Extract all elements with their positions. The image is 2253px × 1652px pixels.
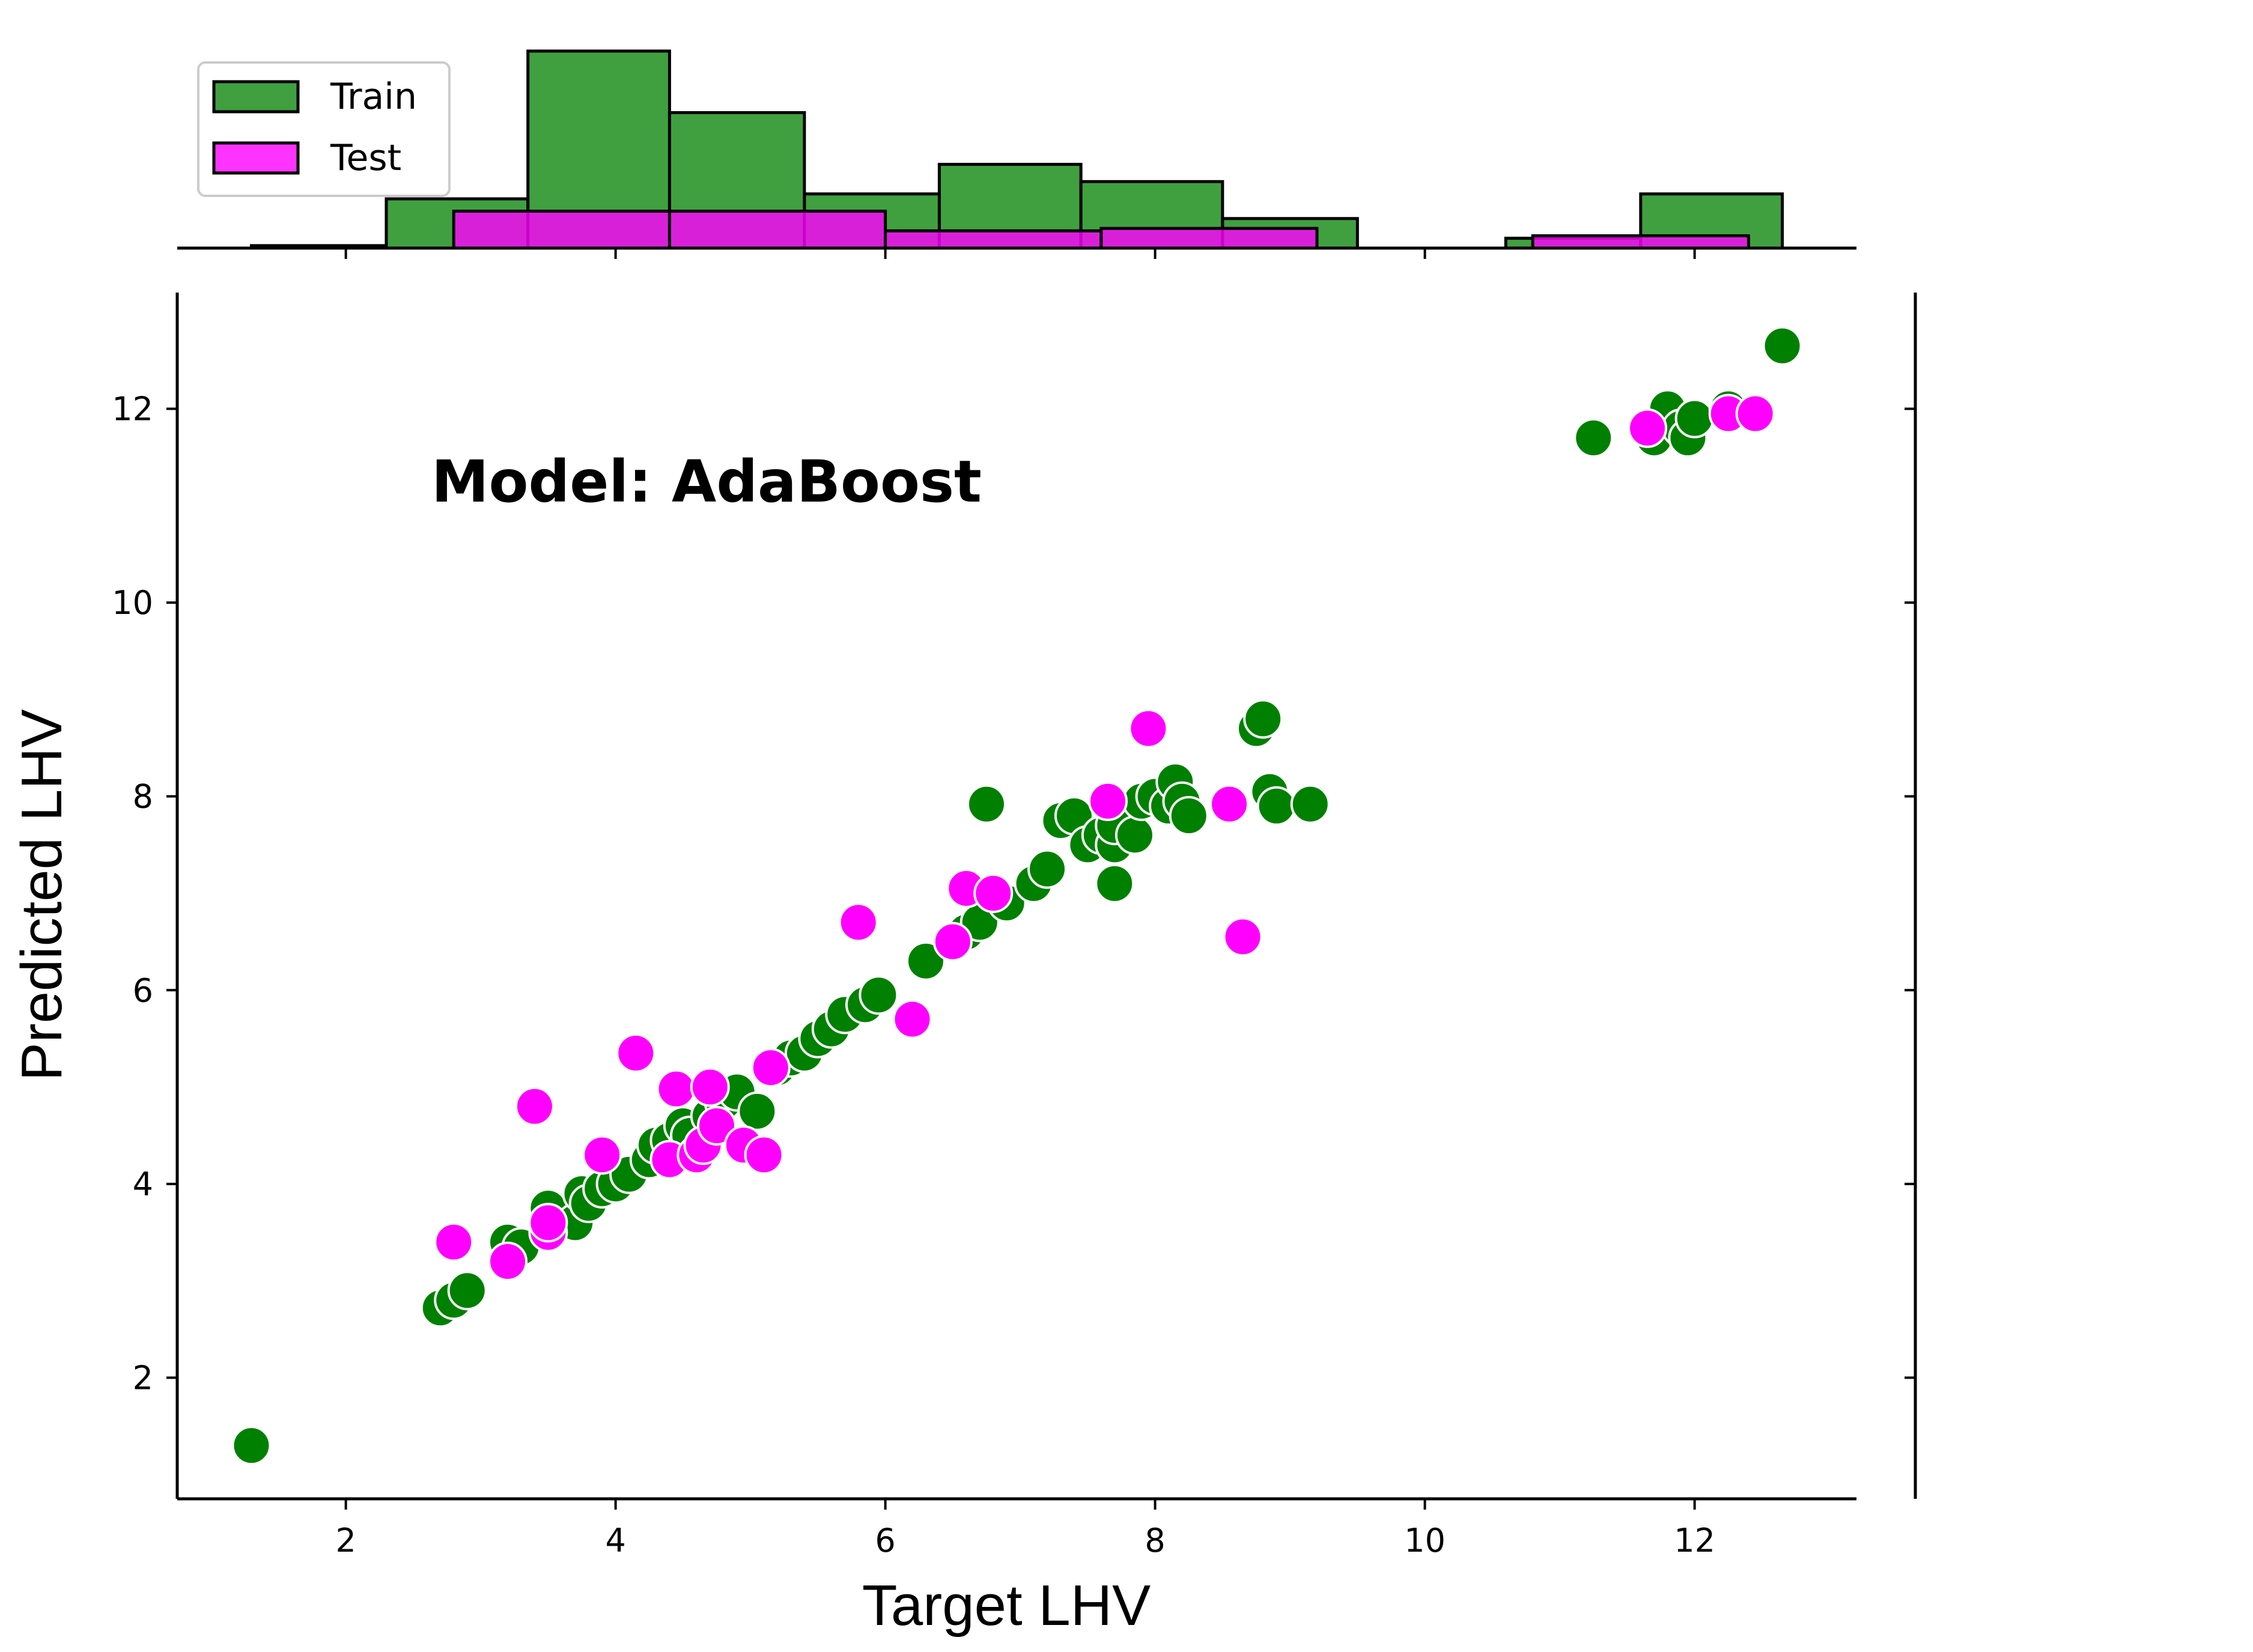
test-bin-3 — [1099, 226, 1319, 250]
train-point-22 — [737, 1091, 777, 1131]
y-tick-label-0: 2 — [133, 1359, 153, 1397]
series-test — [434, 393, 1775, 1281]
model-annotation: Model: AdaBoost — [431, 448, 982, 515]
test-point-20 — [973, 873, 1014, 913]
train-point-36 — [966, 784, 1006, 824]
test-point-24 — [1223, 917, 1263, 957]
test-point-0 — [434, 1222, 474, 1262]
test-point-21 — [1088, 781, 1128, 821]
y-tick-label-4: 10 — [112, 584, 153, 622]
test-point-6 — [616, 1033, 656, 1073]
test-bin-1 — [667, 210, 887, 250]
test-point-11 — [690, 1067, 730, 1107]
legend: Train Test — [197, 61, 451, 197]
test-point-1 — [488, 1241, 528, 1281]
test-point-18 — [932, 922, 973, 962]
test-point-14 — [744, 1135, 784, 1175]
train-point-46 — [1114, 815, 1155, 855]
test-point-22 — [1128, 708, 1169, 749]
train-point-0 — [231, 1426, 272, 1466]
test-point-17 — [892, 999, 932, 1039]
test-point-4 — [528, 1203, 568, 1243]
y-axis-title: Predicted LHV — [10, 709, 74, 1081]
y-tick-label-2: 6 — [133, 971, 153, 1009]
hist-test — [452, 210, 1750, 250]
legend-label-test: Test — [330, 137, 401, 179]
test-bin-0 — [452, 210, 671, 250]
y-tick-label-5: 12 — [112, 390, 153, 428]
test-point-23 — [1209, 784, 1250, 824]
x-tick-label-0: 2 — [335, 1522, 356, 1559]
x-tick-label-2: 6 — [875, 1522, 895, 1559]
scatter-panel: 2 4 6 8 10 12 2 4 6 8 10 12 — [112, 293, 1917, 1559]
train-point-63 — [1674, 398, 1715, 439]
y-tick-label-1: 4 — [133, 1165, 153, 1203]
x-tick-label-1: 4 — [605, 1522, 625, 1559]
test-bin-2 — [884, 229, 1103, 250]
test-bin-5 — [1531, 234, 1750, 250]
train-point-58 — [1573, 418, 1614, 458]
legend-label-train: Train — [330, 76, 417, 118]
test-point-27 — [1735, 393, 1775, 434]
train-point-31 — [905, 941, 946, 981]
train-point-52 — [1169, 795, 1209, 836]
marginal-histogram — [177, 49, 1856, 259]
test-point-5 — [582, 1135, 622, 1175]
train-point-65 — [1762, 326, 1802, 366]
y-tick-label-3: 8 — [133, 778, 153, 816]
test-point-15 — [750, 1048, 791, 1088]
legend-swatch-train — [212, 80, 300, 114]
x-tick-label-3: 8 — [1145, 1522, 1165, 1559]
x-tick-label-4: 10 — [1404, 1522, 1446, 1559]
train-point-3 — [447, 1271, 487, 1311]
test-point-25 — [1628, 408, 1668, 448]
legend-swatch-test — [212, 141, 300, 175]
test-point-12 — [696, 1106, 737, 1146]
train-point-30 — [859, 975, 899, 1015]
train-point-45 — [1095, 863, 1135, 903]
train-point-57 — [1290, 784, 1330, 824]
test-point-16 — [838, 902, 878, 943]
x-tick-label-5: 12 — [1674, 1522, 1715, 1559]
x-axis-title: Target LHV — [862, 1573, 1151, 1638]
test-point-2 — [514, 1086, 555, 1126]
test-point-8 — [656, 1069, 696, 1109]
train-point-38 — [1027, 849, 1068, 889]
train-point-54 — [1243, 699, 1283, 739]
train-point-56 — [1256, 786, 1297, 826]
